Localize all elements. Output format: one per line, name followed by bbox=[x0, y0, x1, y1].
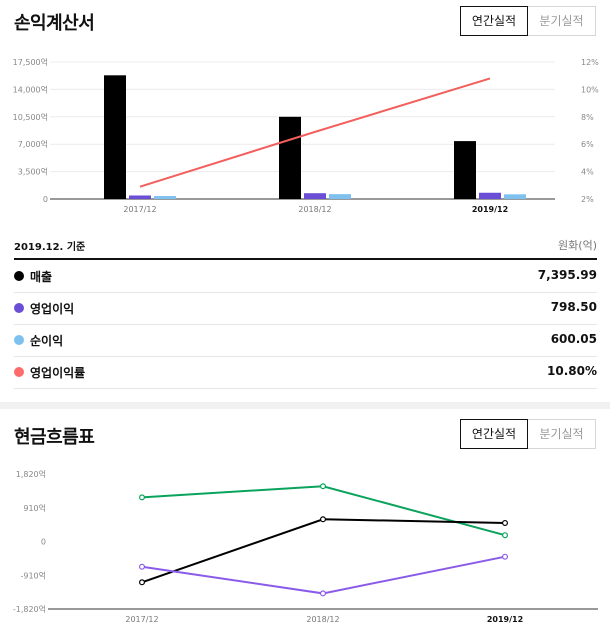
bar bbox=[279, 116, 301, 199]
operating-margin-value: 10.80% bbox=[547, 364, 597, 378]
y-tick-label: 3,500억 bbox=[18, 167, 48, 177]
y-tick-label: -910억 bbox=[20, 570, 46, 580]
bar bbox=[329, 194, 351, 199]
income-chart: 0 3,500억 7,000억 10,500억 14,000억 17,500억 2% 4% 6%… bbox=[13, 57, 600, 214]
x-tick-label: 2019/12 bbox=[472, 205, 508, 214]
series-line bbox=[141, 518, 506, 584]
x-tick-label: 2017/12 bbox=[123, 205, 156, 214]
y-tick-label: 0 bbox=[41, 538, 46, 547]
cashflow-chart: -1,820억 -910억 0 910억 1,820억 2017/12 2018/12 201… bbox=[13, 469, 598, 624]
y-tick-label: 17,500억 bbox=[13, 57, 48, 67]
bar bbox=[304, 193, 326, 199]
operating-profit-dot-icon bbox=[14, 303, 24, 313]
cashflow-quarter-button[interactable]: 분기실적 bbox=[528, 419, 596, 449]
y-tick-label: 7,000억 bbox=[18, 139, 48, 149]
summary-row-net-income: 순이익 600.05 bbox=[14, 324, 597, 357]
cashflow-title: 현금흐름표 bbox=[14, 427, 95, 448]
data-point bbox=[502, 553, 509, 560]
data-point bbox=[502, 519, 509, 526]
summary-row-operating-profit: 영업이익 798.50 bbox=[14, 292, 597, 325]
cashflow-section: 현금흐름표 연간실적 분기실적 -1,820억 -910억 0 910억 1,820억 2… bbox=[0, 409, 610, 635]
income-section: 손익계산서 연간실적 분기실적 0 3,500억 7,000억 10,500억 14,0… bbox=[13, 6, 600, 389]
y2-tick-label: 10% bbox=[581, 85, 599, 94]
y-tick-label: 10,500억 bbox=[13, 112, 48, 122]
data-point bbox=[320, 516, 327, 523]
y-tick-label: 14,000억 bbox=[13, 84, 48, 94]
y-tick-label: 910억 bbox=[23, 503, 46, 513]
summary-row-revenue: 매출 7,395.99 bbox=[14, 260, 597, 293]
bar bbox=[454, 141, 476, 199]
data-point bbox=[139, 494, 146, 501]
bar bbox=[504, 194, 526, 199]
data-point bbox=[320, 590, 327, 597]
data-point bbox=[139, 579, 146, 586]
data-point bbox=[320, 483, 327, 490]
income-quarter-button[interactable]: 분기실적 bbox=[528, 6, 596, 36]
cashflow-annual-button[interactable]: 연간실적 bbox=[460, 419, 528, 449]
x-tick-label: 2018/12 bbox=[298, 205, 331, 214]
summary-row-operating-margin: 영업이익률 10.80% bbox=[14, 356, 597, 389]
x-tick-label: 2017/12 bbox=[125, 615, 158, 624]
operating-margin-label: 영업이익률 bbox=[30, 366, 86, 380]
revenue-value: 7,395.99 bbox=[537, 268, 597, 282]
bar bbox=[479, 192, 501, 199]
y2-tick-label: 12% bbox=[581, 58, 599, 67]
unit-label: 원화(억) bbox=[558, 239, 597, 252]
income-summary-header: 2019.12. 기준 원화(억) bbox=[14, 232, 597, 260]
section-divider bbox=[0, 402, 610, 409]
y2-tick-label: 6% bbox=[581, 140, 594, 149]
net-income-label: 순이익 bbox=[30, 334, 64, 348]
y2-tick-label: 2% bbox=[581, 195, 594, 204]
data-point bbox=[502, 532, 509, 539]
income-annual-button[interactable]: 연간실적 bbox=[460, 6, 528, 36]
operating-profit-value: 798.50 bbox=[550, 300, 597, 314]
net-income-value: 600.05 bbox=[550, 332, 597, 346]
x-tick-label: 2018/12 bbox=[306, 615, 339, 624]
series-line bbox=[141, 485, 506, 537]
y2-tick-label: 4% bbox=[581, 168, 594, 177]
data-point bbox=[139, 563, 146, 570]
income-title: 손익계산서 bbox=[14, 13, 95, 34]
revenue-dot-icon bbox=[14, 271, 24, 281]
net-income-dot-icon bbox=[14, 335, 24, 345]
revenue-label: 매출 bbox=[30, 270, 53, 284]
operating-profit-label: 영업이익 bbox=[30, 302, 75, 316]
y-tick-label: 0 bbox=[43, 195, 48, 204]
bar bbox=[154, 196, 176, 199]
base-date: 2019.12. 기준 bbox=[14, 242, 86, 253]
series-line bbox=[141, 555, 506, 595]
bar bbox=[104, 75, 126, 199]
bar bbox=[129, 195, 151, 199]
y-tick-label: -1,820억 bbox=[13, 604, 46, 614]
y-tick-label: 1,820억 bbox=[16, 469, 46, 479]
margin-line bbox=[139, 77, 491, 188]
operating-margin-dot-icon bbox=[14, 367, 24, 377]
y2-tick-label: 8% bbox=[581, 113, 594, 122]
x-tick-label: 2019/12 bbox=[487, 615, 523, 624]
